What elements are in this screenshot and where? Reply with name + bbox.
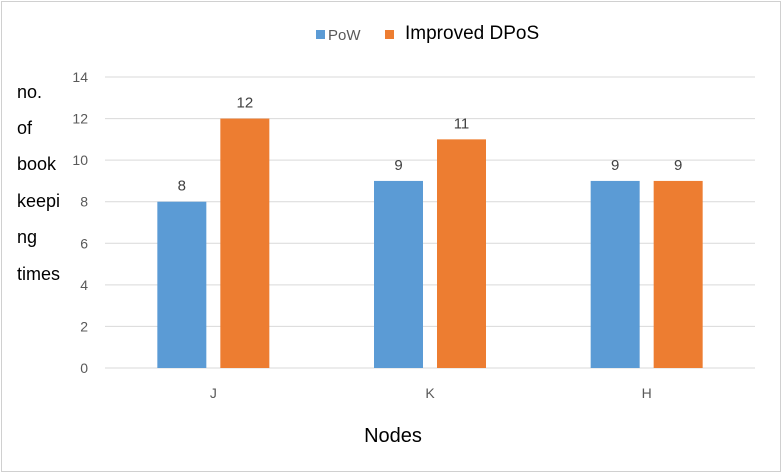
bar-improved-dpos-k	[437, 139, 486, 368]
y-tick-label: 0	[80, 360, 88, 376]
bar-pow-k	[374, 180, 423, 368]
data-label: 8	[178, 178, 186, 195]
y-axis-label-line: no.	[17, 82, 42, 102]
y-tick-label: 4	[80, 277, 88, 293]
x-tick-label: H	[642, 385, 652, 401]
x-axis-label: Nodes	[364, 425, 422, 447]
gridlines	[105, 76, 755, 369]
y-tick-label: 8	[80, 194, 88, 210]
bar-improved-dpos-h	[653, 180, 703, 368]
y-tick-labels: 0 2 4 6 8 10 12 14	[72, 69, 88, 376]
y-axis-label-line: of	[17, 118, 33, 138]
y-axis-label-line: book	[17, 154, 57, 174]
x-tick-label: K	[425, 385, 435, 401]
legend: PoW Improved DPoS	[316, 23, 539, 44]
bar-pow-j	[157, 201, 207, 368]
data-label: 9	[674, 157, 682, 174]
y-tick-label: 2	[80, 318, 88, 334]
bar-improved-dpos-j	[220, 118, 270, 368]
y-axis-label-line: keepi	[17, 191, 60, 211]
y-tick-label: 10	[72, 152, 88, 168]
y-axis-label: no. of book keepi ng times	[17, 82, 60, 284]
bars	[157, 118, 703, 368]
y-tick-label: 12	[72, 111, 88, 127]
data-label: 9	[394, 157, 402, 174]
data-label: 11	[454, 115, 470, 132]
legend-label-improved-dpos: Improved DPoS	[405, 23, 539, 44]
legend-swatch-pow	[316, 30, 325, 39]
y-axis-label-line: ng	[17, 227, 37, 247]
legend-swatch-improved-dpos	[385, 30, 394, 39]
y-tick-label: 14	[72, 69, 88, 85]
y-tick-label: 6	[80, 235, 88, 251]
y-axis-label-line: times	[17, 264, 60, 284]
bar-pow-h	[590, 180, 640, 368]
data-label: 9	[611, 157, 619, 174]
x-tick-label: J	[210, 385, 217, 401]
data-labels: 8 12 9 11 9 9	[178, 95, 683, 195]
legend-label-pow: PoW	[328, 27, 361, 44]
data-label: 12	[236, 95, 253, 112]
